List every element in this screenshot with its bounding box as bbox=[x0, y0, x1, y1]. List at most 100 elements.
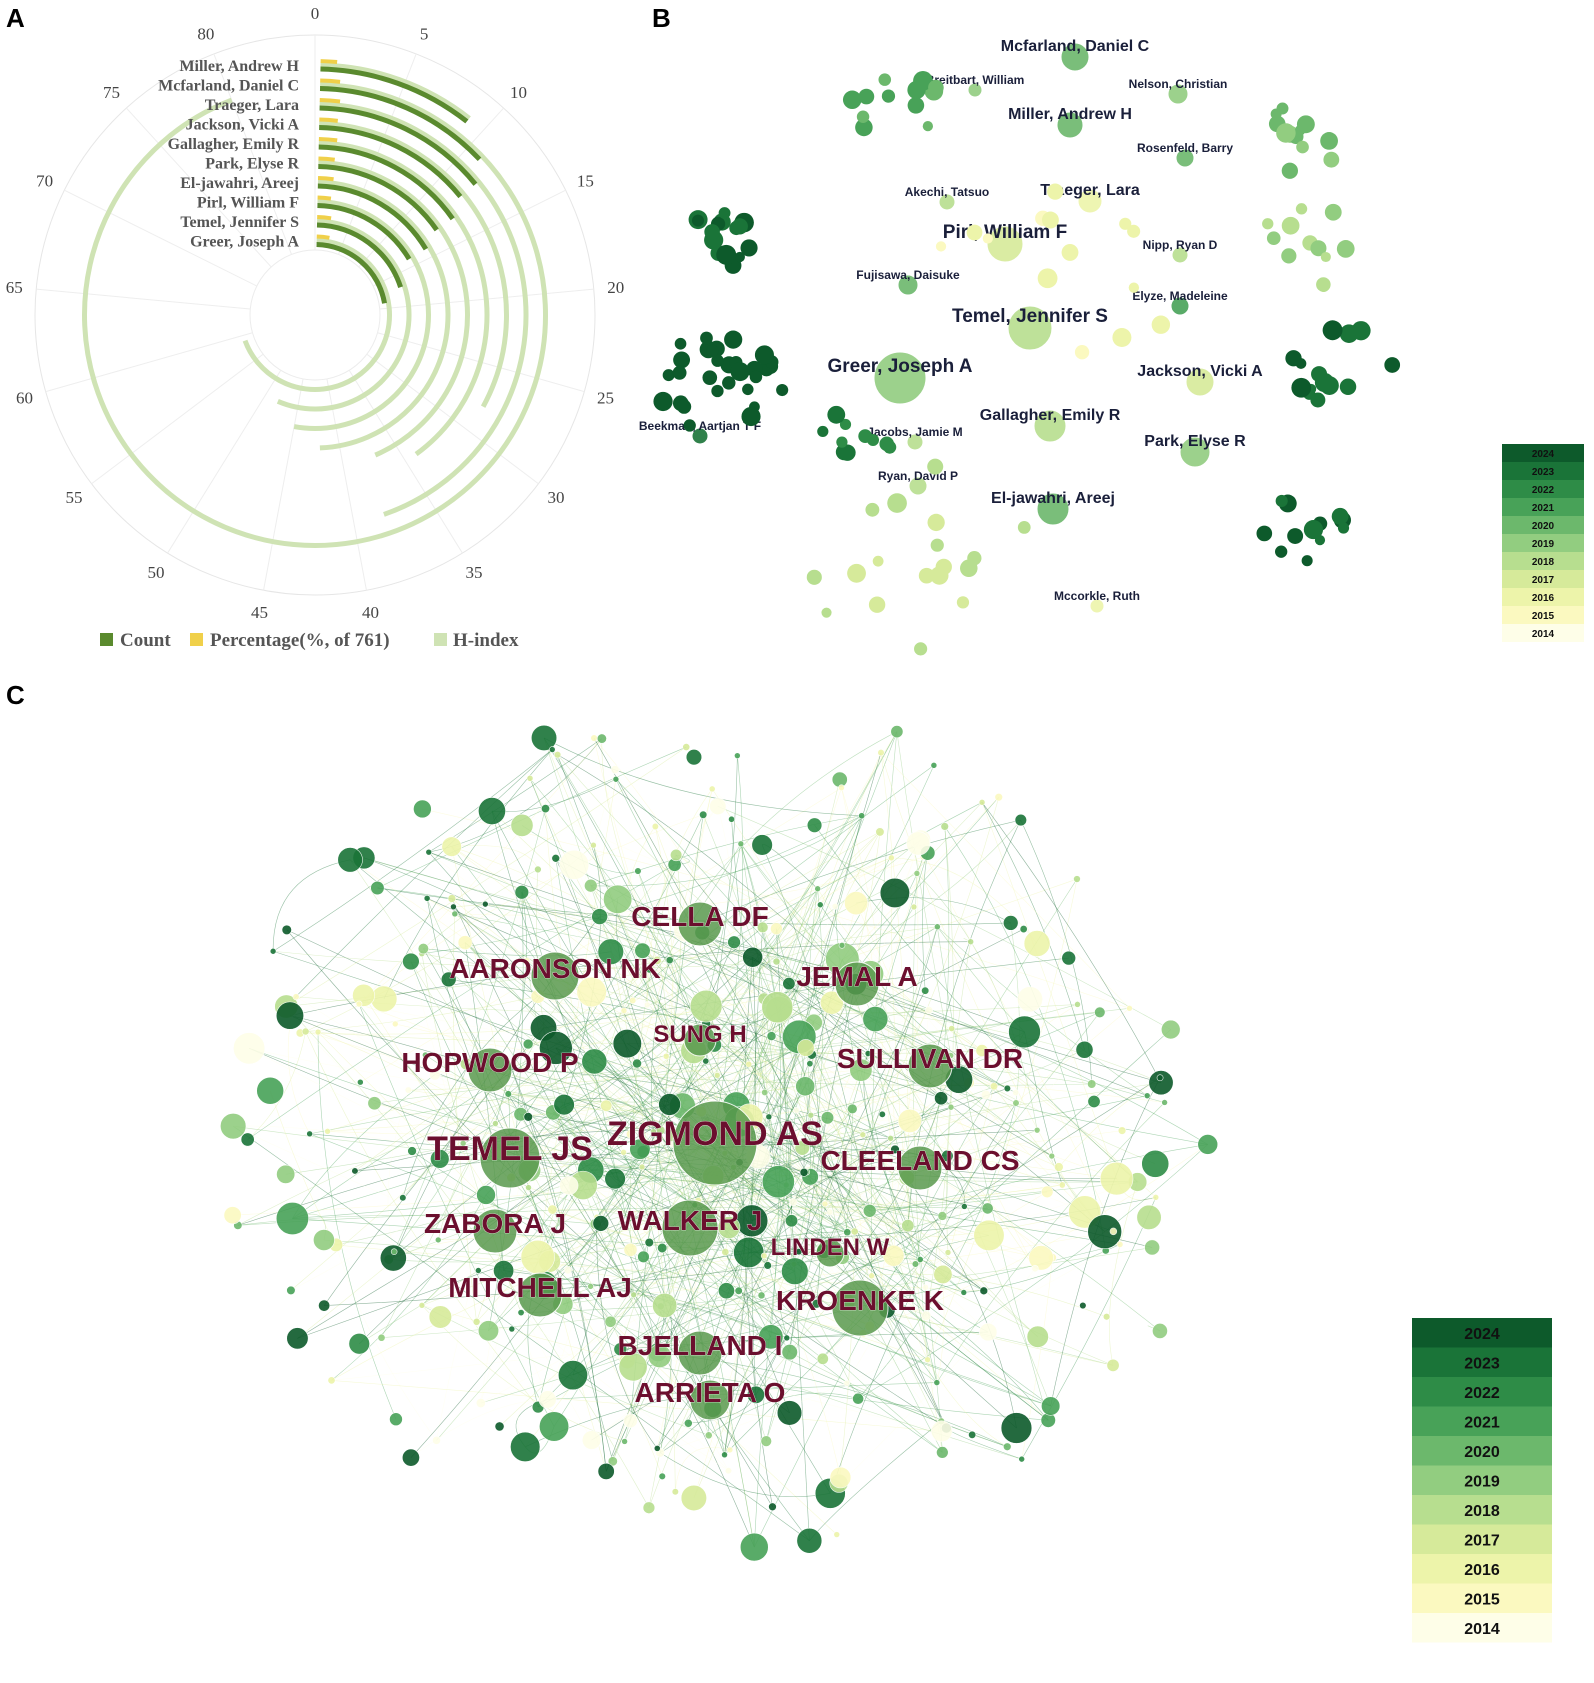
network-edge bbox=[553, 1112, 772, 1338]
network-node bbox=[944, 1249, 952, 1256]
network-node bbox=[634, 942, 651, 959]
network-node bbox=[1136, 1204, 1162, 1230]
network-edge bbox=[936, 1102, 1165, 1383]
network-node bbox=[623, 1413, 638, 1429]
angular-tick-label: 75 bbox=[103, 83, 120, 102]
network-node bbox=[377, 1333, 386, 1342]
network-edge bbox=[590, 885, 869, 1054]
legend-year-label: 2015 bbox=[1464, 1592, 1500, 1609]
network-node bbox=[402, 952, 420, 971]
author-node bbox=[1179, 436, 1211, 468]
network-edge bbox=[453, 906, 539, 997]
hub-node bbox=[689, 1379, 731, 1421]
network-node bbox=[794, 1140, 810, 1156]
network-edge bbox=[480, 1208, 988, 1404]
network-edge bbox=[562, 1250, 799, 1305]
network-node bbox=[689, 989, 723, 1023]
network-edge bbox=[568, 1185, 1114, 1232]
network-edge bbox=[869, 873, 919, 1327]
network-node bbox=[407, 1146, 417, 1156]
network-edge bbox=[623, 857, 892, 1011]
network-node bbox=[370, 880, 385, 896]
legend-year-label: 2015 bbox=[1532, 611, 1555, 622]
network-node bbox=[1026, 1325, 1049, 1348]
legend-year-label: 2018 bbox=[1464, 1503, 1500, 1520]
network-edge bbox=[421, 982, 800, 1306]
network-edge bbox=[286, 749, 553, 1007]
network-node bbox=[796, 979, 803, 987]
network-edge bbox=[557, 754, 857, 985]
network-edge bbox=[511, 1067, 607, 1472]
legend-year-swatch bbox=[1502, 516, 1584, 534]
hub-node-label: KROENKE K bbox=[776, 1285, 944, 1316]
network-node bbox=[534, 865, 542, 874]
network-edge bbox=[896, 731, 952, 1056]
network-node bbox=[811, 1299, 822, 1309]
angular-tick-label: 35 bbox=[465, 563, 482, 582]
legend-swatch-hindex bbox=[434, 633, 447, 646]
network-node bbox=[685, 749, 703, 766]
network-edge bbox=[593, 737, 796, 1272]
network-edge bbox=[871, 1275, 1049, 1421]
network-node bbox=[746, 1385, 765, 1404]
network-edge bbox=[860, 1070, 938, 1383]
legend-year-swatch bbox=[1502, 624, 1584, 642]
network-node bbox=[591, 908, 608, 925]
network-edge bbox=[591, 1077, 1161, 1441]
network-node bbox=[718, 1282, 735, 1300]
network-node bbox=[1119, 217, 1132, 230]
network-edge bbox=[562, 1166, 643, 1305]
network-edge bbox=[292, 802, 983, 1219]
network-node bbox=[313, 1229, 335, 1251]
network-node bbox=[937, 1211, 948, 1221]
network-node bbox=[982, 233, 993, 244]
hub-node bbox=[815, 1238, 845, 1268]
angular-tick-label: 15 bbox=[577, 171, 594, 190]
network-node bbox=[827, 405, 846, 424]
network-edge bbox=[331, 1380, 942, 1432]
network-node bbox=[632, 1058, 642, 1069]
network-node bbox=[940, 822, 949, 831]
network-node bbox=[948, 1025, 956, 1032]
network-node bbox=[760, 1252, 768, 1260]
network-node bbox=[292, 993, 300, 1001]
author-node bbox=[1007, 305, 1053, 351]
network-edge bbox=[694, 1204, 817, 1304]
hub-node-label: CLEELAND CS bbox=[820, 1145, 1019, 1176]
network-node bbox=[941, 1149, 954, 1163]
hindex-arc bbox=[319, 121, 509, 408]
network-edge bbox=[553, 1112, 660, 1357]
hub-node bbox=[517, 1272, 563, 1318]
network-edge bbox=[335, 1244, 984, 1292]
network-node bbox=[220, 1113, 247, 1140]
network-edge bbox=[944, 826, 1107, 1251]
network-node bbox=[637, 1250, 650, 1264]
network-edge bbox=[830, 1268, 1036, 1494]
network-edge bbox=[708, 999, 1031, 1436]
network-edge bbox=[563, 1098, 661, 1131]
hub-node-label: SUNG H bbox=[653, 1021, 746, 1048]
network-node bbox=[390, 1248, 398, 1255]
network-node bbox=[742, 383, 754, 396]
network-node bbox=[776, 383, 789, 397]
network-node bbox=[451, 910, 459, 918]
network-node bbox=[275, 1001, 304, 1030]
network-node bbox=[504, 1090, 512, 1098]
network-node bbox=[658, 1472, 666, 1480]
network-node bbox=[233, 1032, 266, 1065]
network-node bbox=[1262, 218, 1274, 230]
network-node bbox=[742, 946, 764, 968]
network-node bbox=[864, 1050, 872, 1057]
year-legend-b: 2024 2023 2022 2021 2020 2019 2018 2017 2016 2015… bbox=[1502, 444, 1584, 642]
network-edge bbox=[842, 819, 1022, 960]
network-node bbox=[1295, 203, 1308, 215]
network-edge bbox=[610, 839, 921, 1322]
network-edge bbox=[423, 869, 539, 949]
network-node bbox=[1102, 1313, 1111, 1321]
network-edge bbox=[590, 815, 862, 886]
network-edge bbox=[633, 1231, 1114, 1296]
angular-tick-label: 0 bbox=[311, 4, 320, 23]
network-node bbox=[849, 1058, 873, 1082]
legend-year-label: 2017 bbox=[1532, 575, 1555, 586]
network-node bbox=[1000, 1412, 1033, 1444]
